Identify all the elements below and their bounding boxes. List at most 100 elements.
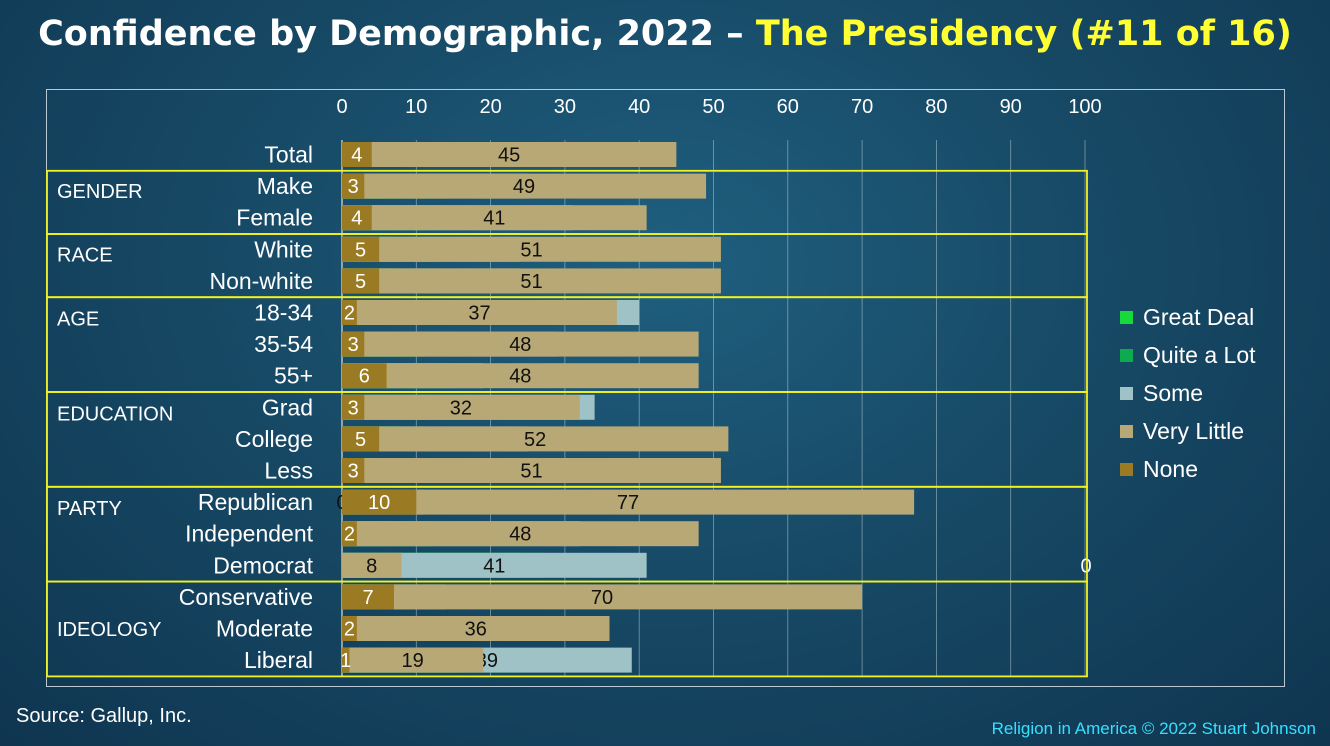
- data-label: 77: [617, 492, 639, 514]
- data-label: 48: [509, 366, 531, 388]
- data-label: 2: [344, 303, 355, 325]
- group-label: GENDER: [57, 181, 143, 203]
- x-tick-label: 0: [336, 96, 347, 118]
- data-label: 5: [355, 429, 366, 451]
- legend-label: Some: [1143, 379, 1204, 406]
- x-tick-label: 10: [405, 96, 427, 118]
- data-label: 3: [348, 397, 359, 419]
- data-label: 36: [465, 619, 487, 641]
- bar-segment: [342, 584, 863, 610]
- title-main: Confidence by Demographic, 2022 –: [38, 14, 744, 54]
- legend-swatch: [1120, 348, 1133, 362]
- data-label: 37: [468, 303, 490, 325]
- chart-title: Confidence by Demographic, 2022 – The Pr…: [0, 14, 1330, 54]
- data-label: 6: [359, 366, 370, 388]
- bar-segment: [342, 489, 417, 515]
- data-label: 45: [498, 145, 520, 167]
- category-label: White: [254, 236, 313, 262]
- legend: Great Deal Quite a Lot Some Very Little None: [1120, 298, 1256, 488]
- bar-segment: [342, 173, 365, 199]
- data-label: 2: [344, 619, 355, 641]
- data-label: 41: [483, 555, 505, 577]
- bar-segment: [342, 142, 677, 167]
- data-label: 49: [513, 176, 535, 198]
- data-label: 3: [348, 334, 359, 356]
- data-label: 52: [524, 429, 546, 451]
- legend-item: Very Little: [1120, 412, 1256, 450]
- category-label: Democrat: [213, 552, 313, 578]
- bar-segment: [342, 142, 372, 167]
- data-label: 3: [348, 461, 359, 483]
- bar-segment: [342, 552, 402, 578]
- bar-segment: [342, 426, 729, 452]
- data-label: 10: [368, 492, 390, 514]
- bar-segment: [342, 616, 610, 641]
- legend-label: Very Little: [1143, 417, 1244, 444]
- bar-segment: [342, 521, 357, 547]
- legend-label: Great Deal: [1143, 303, 1255, 330]
- legend-item: Quite a Lot: [1120, 336, 1256, 374]
- data-label: 70: [591, 587, 613, 609]
- group-label: RACE: [57, 244, 113, 266]
- category-label: Conservative: [179, 584, 313, 610]
- data-label: 4: [351, 145, 362, 167]
- data-label: 4: [351, 208, 362, 230]
- bar-segment: [342, 331, 365, 357]
- legend-swatch: [1120, 386, 1133, 400]
- data-label: 7: [362, 587, 373, 609]
- bar-segment: [342, 300, 617, 325]
- group-label: EDUCATION: [57, 403, 173, 425]
- x-tick-label: 70: [851, 96, 873, 118]
- category-label: Less: [264, 458, 313, 484]
- category-label: College: [235, 426, 313, 452]
- x-tick-label: 30: [554, 96, 576, 118]
- group-label: AGE: [57, 309, 99, 331]
- x-tick-label: 40: [628, 96, 650, 118]
- legend-swatch: [1120, 424, 1133, 438]
- category-label: Independent: [185, 521, 314, 547]
- bar-segment: [342, 268, 721, 294]
- data-label: 5: [355, 271, 366, 293]
- bar-segment: [342, 489, 915, 515]
- legend-item: None: [1120, 450, 1256, 488]
- data-label: 8: [366, 555, 377, 577]
- legend-item: Great Deal: [1120, 298, 1256, 336]
- bar-segment: [342, 300, 357, 325]
- legend-label: Quite a Lot: [1143, 341, 1256, 368]
- data-label: 3: [348, 176, 359, 198]
- x-tick-label: 60: [777, 96, 799, 118]
- category-label: Grad: [262, 394, 313, 420]
- legend-item: Some: [1120, 374, 1256, 412]
- bar-segment: [342, 236, 380, 262]
- bar-segment: [342, 647, 484, 673]
- data-label: 51: [520, 461, 542, 483]
- bar-segment: [342, 616, 357, 641]
- bar-segment: [342, 331, 699, 357]
- title-highlight: The Presidency (#11 of 16): [755, 14, 1292, 54]
- category-label: Total: [264, 142, 313, 168]
- x-tick-label: 100: [1068, 96, 1101, 118]
- bar-segment: [342, 521, 699, 547]
- data-label: 51: [520, 239, 542, 261]
- source-note: Source: Gallup, Inc.: [16, 705, 192, 727]
- category-label: Moderate: [216, 616, 313, 642]
- data-label: 2: [344, 524, 355, 546]
- x-tick-label: 90: [1000, 96, 1022, 118]
- category-label: 18-34: [254, 300, 313, 326]
- bar-segment: [342, 426, 380, 452]
- bar-segment: [342, 363, 699, 389]
- x-tick-label: 50: [702, 96, 724, 118]
- category-label: 35-54: [254, 331, 313, 357]
- data-label: 19: [401, 650, 423, 672]
- bar-segment: [342, 647, 350, 673]
- bar-segment: [342, 458, 721, 483]
- bar-segment: [342, 268, 380, 294]
- group-label: IDEOLOGY: [57, 619, 161, 641]
- bar-segment: [342, 394, 580, 420]
- copyright-note: Religion in America © 2022 Stuart Johnso…: [991, 719, 1316, 738]
- data-label: 48: [509, 524, 531, 546]
- category-label: Non-white: [209, 268, 313, 294]
- bar-segment: [342, 236, 721, 262]
- bar-segment: [342, 584, 395, 610]
